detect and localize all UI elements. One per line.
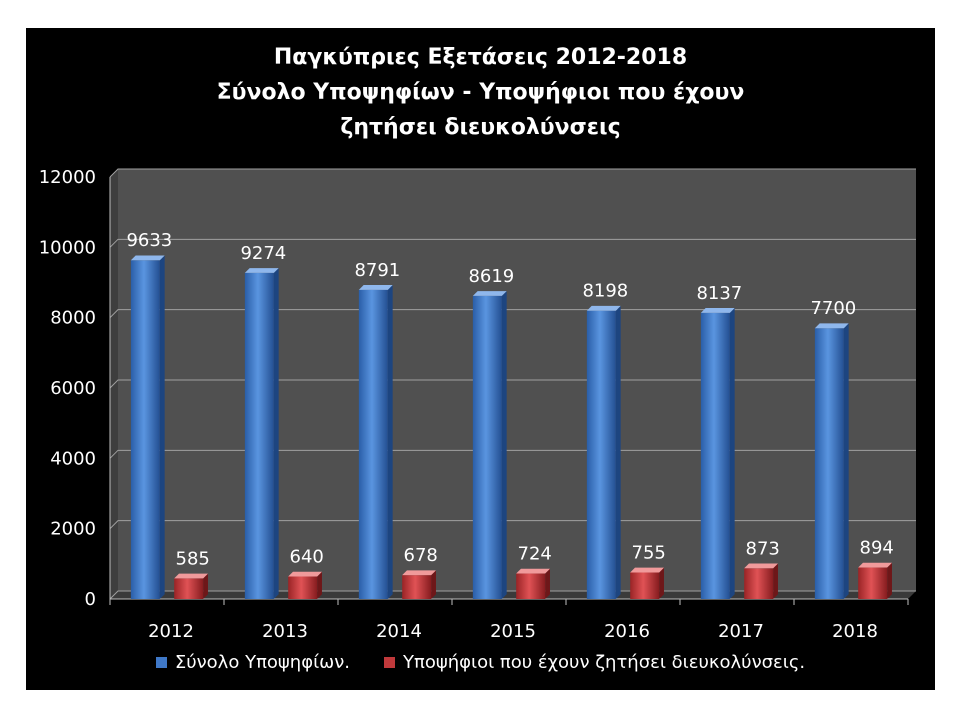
x-tick-label: 2013 — [262, 621, 308, 642]
bar-side — [273, 268, 279, 599]
chart-legend: Σύνολο Υποψηφίων. Υποψήφιοι που έχουν ζη… — [26, 652, 935, 673]
bar-top — [630, 567, 664, 573]
data-label: 678 — [404, 545, 438, 566]
x-tick-label: 2018 — [832, 621, 878, 642]
y-tick-label: 12000 — [39, 167, 96, 188]
bar-total-candidates — [358, 289, 388, 599]
bar-top — [858, 562, 892, 568]
bar-accommodation-candidates — [288, 576, 318, 599]
bar-total-candidates — [586, 310, 616, 599]
bar-top — [744, 563, 778, 569]
data-label: 585 — [176, 548, 210, 569]
y-tick-label: 2000 — [50, 519, 96, 540]
data-label: 873 — [746, 538, 780, 559]
legend-item-total-candidates: Σύνολο Υποψηφίων. — [155, 652, 351, 673]
chart-title-line-2: Σύνολο Υποψηφίων - Υποψήφιοι που έχουν — [216, 80, 745, 105]
legend-swatch-total-candidates — [155, 657, 167, 668]
bar-top — [130, 255, 165, 261]
data-label: 8791 — [354, 260, 400, 281]
bar-total-candidates — [130, 260, 160, 599]
bar-side — [615, 305, 621, 599]
legend-label-accommodation-candidates: Υποψήφιοι που έχουν ζητήσει διευκολύνσει… — [403, 652, 806, 673]
bar-accommodation-candidates — [402, 575, 432, 599]
gridline — [109, 520, 916, 530]
chart-panel: 0 2000 4000 6000 8000 10000 12000 9633 585 2012 92… — [26, 28, 935, 690]
bar-side — [545, 568, 550, 599]
x-tick-label: 2016 — [604, 621, 650, 642]
data-label: 724 — [518, 544, 552, 565]
bar-top — [516, 568, 550, 574]
data-label: 894 — [860, 538, 894, 559]
bar-side — [887, 562, 892, 599]
bar-top — [288, 571, 322, 577]
bar-top — [244, 268, 279, 273]
chart-title-line-1: Παγκύπριες Εξετάσεις 2012-2018 — [273, 45, 688, 70]
bar-side — [501, 291, 507, 599]
bar-side — [387, 285, 393, 599]
y-tick-label: 8000 — [50, 308, 96, 329]
data-label: 8198 — [582, 281, 628, 302]
y-tick-label: 4000 — [50, 448, 96, 469]
gridline — [109, 238, 916, 248]
data-label: 755 — [632, 542, 666, 563]
x-tick-label: 2015 — [490, 621, 536, 642]
y-tick-label: 6000 — [50, 378, 96, 399]
x-tick-label: 2017 — [718, 621, 764, 642]
chart-title: Παγκύπριες Εξετάσεις 2012-2018 Σύνολο Υπ… — [26, 40, 935, 145]
bar-top — [402, 570, 436, 576]
bar-total-candidates — [700, 312, 730, 599]
bar-accommodation-candidates — [630, 572, 660, 599]
legend-label-total-candidates: Σύνολο Υποψηφίων. — [174, 652, 351, 673]
x-tick-label: 2012 — [148, 621, 194, 642]
bar-total-candidates — [244, 272, 274, 599]
bar-side — [773, 563, 778, 599]
gridline — [109, 309, 916, 319]
bar-top — [472, 291, 507, 296]
bar-top — [700, 308, 735, 313]
data-label: 9633 — [126, 230, 172, 251]
bar-top — [174, 573, 208, 579]
bar-side — [317, 571, 322, 599]
bar-side — [843, 323, 849, 599]
bar-top — [814, 323, 849, 329]
chart-plot: 0 2000 4000 6000 8000 10000 12000 9633 585 2012 92… — [39, 167, 916, 642]
gridline — [109, 449, 916, 459]
x-tick-label: 2014 — [376, 621, 422, 642]
bar-accommodation-candidates — [858, 567, 888, 599]
bar-accommodation-candidates — [516, 573, 546, 599]
bar-accommodation-candidates — [744, 568, 774, 599]
bar-side — [659, 567, 664, 599]
bar-side — [431, 570, 436, 599]
legend-item-accommodation-candidates: Υποψήφιοι που έχουν ζητήσει διευκολύνσει… — [384, 652, 805, 673]
data-label: 7700 — [810, 298, 856, 319]
chart-title-line-3: ζητήσει διευκολύνσεις — [340, 115, 621, 140]
gridline — [109, 168, 916, 178]
bar-side — [159, 255, 165, 599]
y-tick-label: 0 — [85, 589, 96, 610]
y-tick-label: 10000 — [39, 237, 96, 258]
data-label: 8619 — [468, 266, 514, 287]
bar-accommodation-candidates — [174, 578, 204, 599]
data-label: 8137 — [696, 283, 742, 304]
bar-side — [203, 573, 208, 599]
gridline — [109, 379, 916, 389]
plot-floor — [110, 591, 916, 599]
bar-top — [586, 305, 621, 311]
data-label: 640 — [290, 546, 324, 567]
bar-total-candidates — [814, 328, 844, 599]
data-label: 9274 — [240, 243, 286, 264]
legend-swatch-accommodation-candidates — [384, 657, 396, 668]
bar-side — [729, 308, 735, 599]
bar-total-candidates — [472, 295, 502, 599]
bar-top — [358, 285, 393, 290]
